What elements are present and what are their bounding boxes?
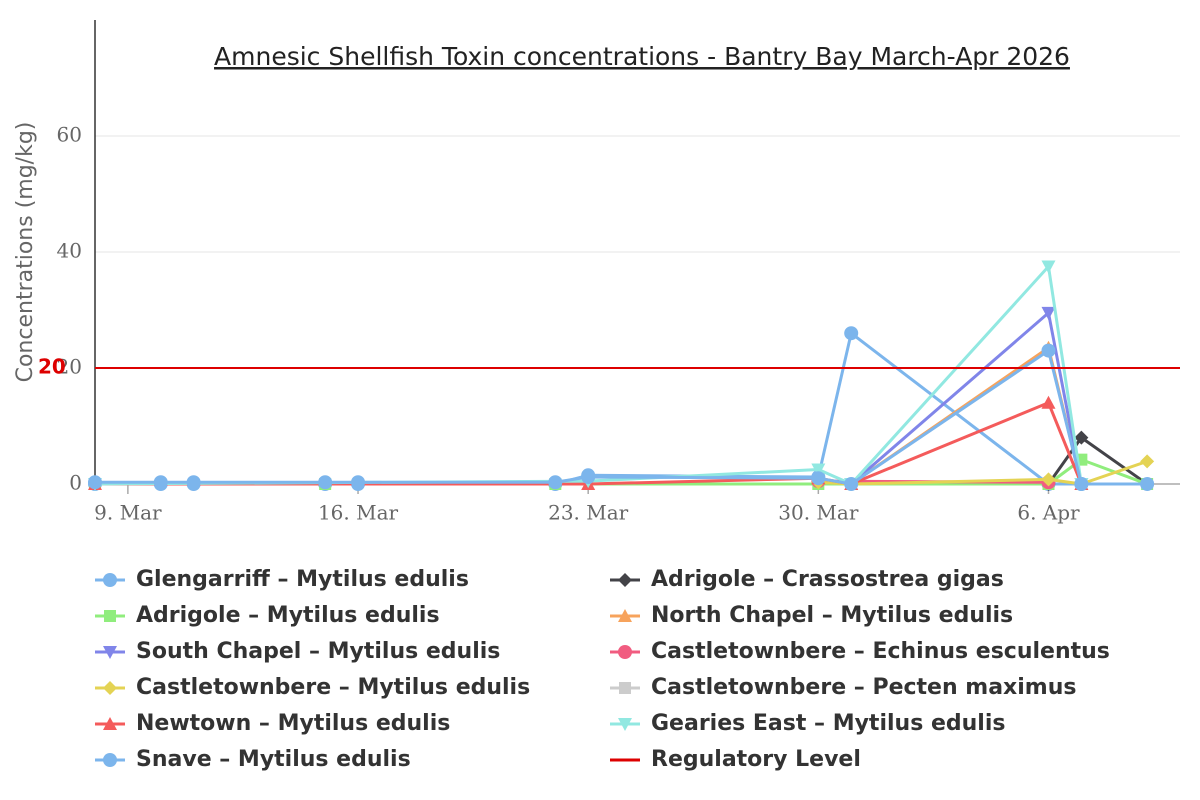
chart-title: Amnesic Shellfish Toxin concentrations -… xyxy=(214,42,1070,71)
regulatory-label: 20 xyxy=(38,355,66,379)
marker xyxy=(581,470,596,485)
marker xyxy=(618,573,632,587)
legend-label: Castletownbere – Echinus esculentus xyxy=(651,639,1110,664)
marker xyxy=(103,681,117,695)
x-tick-label: 23. Mar xyxy=(548,501,629,525)
marker xyxy=(1140,454,1155,469)
legend-label: Gearies East – Mytilus edulis xyxy=(651,711,1005,736)
marker xyxy=(811,471,826,486)
marker xyxy=(1074,477,1089,491)
x-tick-label: 9. Mar xyxy=(94,501,162,525)
y-tick-label: 60 xyxy=(57,123,82,147)
marker xyxy=(103,573,117,587)
marker xyxy=(1041,306,1056,320)
legend-item[interactable]: Castletownbere – Echinus esculentus xyxy=(610,639,1110,664)
marker xyxy=(844,477,859,491)
legend-label: Castletownbere – Pecten maximus xyxy=(651,675,1076,700)
legend-item[interactable]: Castletownbere – Pecten maximus xyxy=(610,675,1076,700)
marker xyxy=(1041,472,1056,487)
marker xyxy=(103,753,117,767)
marker xyxy=(1041,260,1056,274)
marker xyxy=(619,682,631,694)
y-axis-title: Concentrations (mg/kg) xyxy=(13,122,38,383)
series-line xyxy=(95,349,1148,486)
legend-label: South Chapel – Mytilus edulis xyxy=(136,639,500,664)
legend-item[interactable]: Snave – Mytilus edulis xyxy=(95,747,411,772)
marker xyxy=(351,475,366,490)
marker xyxy=(186,475,201,490)
y-tick-label: 40 xyxy=(57,239,82,263)
marker xyxy=(811,463,826,477)
legend-label: Glengarriff – Mytilus edulis xyxy=(136,567,469,592)
legend-item[interactable]: Castletownbere – Mytilus edulis xyxy=(95,675,530,700)
marker xyxy=(88,475,102,490)
legend-label: Adrigole – Mytilus edulis xyxy=(136,603,440,628)
y-tick-label: 0 xyxy=(69,471,82,495)
x-tick-label: 30. Mar xyxy=(778,501,859,525)
marker xyxy=(1074,430,1089,445)
x-tick-label: 6. Apr xyxy=(1017,501,1080,525)
marker xyxy=(103,646,117,659)
marker xyxy=(1041,395,1056,409)
legend-label: North Chapel – Mytilus edulis xyxy=(651,603,1013,628)
legend-item[interactable]: Adrigole – Mytilus edulis xyxy=(95,603,440,628)
legend-item[interactable]: Gearies East – Mytilus edulis xyxy=(610,711,1005,736)
legend-item[interactable]: Newtown – Mytilus edulis xyxy=(95,711,450,736)
marker xyxy=(618,718,632,731)
x-tick-label: 16. Mar xyxy=(318,501,399,525)
y-tick-label: 20 xyxy=(57,355,82,379)
legend-item[interactable]: South Chapel – Mytilus edulis xyxy=(95,639,500,664)
legend-item[interactable]: Adrigole – Crassostrea gigas xyxy=(610,567,1004,592)
series-line xyxy=(95,331,1082,486)
legend-item[interactable]: Regulatory Level xyxy=(610,747,861,772)
marker xyxy=(318,475,333,490)
legend-label: Newtown – Mytilus edulis xyxy=(136,711,450,736)
legend-item[interactable]: Glengarriff – Mytilus edulis xyxy=(95,567,469,592)
marker xyxy=(153,475,168,490)
legend-label: Snave – Mytilus edulis xyxy=(136,747,411,772)
marker xyxy=(618,609,632,622)
marker xyxy=(548,475,563,490)
marker xyxy=(1140,477,1155,491)
marker xyxy=(103,717,117,730)
legend-label: Adrigole – Crassostrea gigas xyxy=(651,567,1004,592)
legend-label: Regulatory Level xyxy=(651,747,861,772)
marker xyxy=(844,326,859,341)
legend-label: Castletownbere – Mytilus edulis xyxy=(136,675,530,700)
marker xyxy=(104,610,116,622)
marker xyxy=(1041,343,1056,358)
marker xyxy=(618,645,632,659)
legend-item[interactable]: North Chapel – Mytilus edulis xyxy=(610,603,1013,628)
